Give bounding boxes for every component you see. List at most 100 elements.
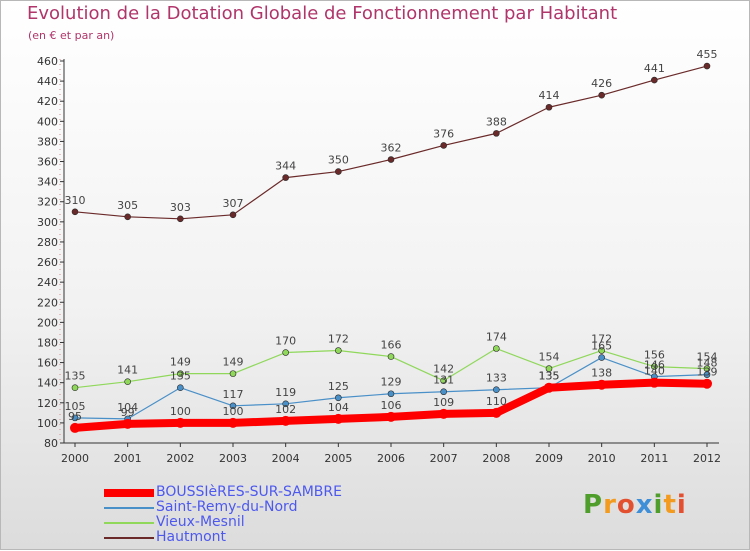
legend-swatch (104, 507, 154, 509)
data-label: 149 (223, 356, 244, 369)
data-point (703, 371, 711, 378)
x-tick-label: 2010 (588, 452, 616, 465)
y-tick-label: 340 (37, 176, 58, 189)
data-label: 133 (486, 372, 507, 385)
chart-title: Evolution de la Dotation Globale de Fonc… (27, 3, 618, 24)
data-point (282, 174, 289, 181)
y-tick-label: 400 (37, 115, 58, 128)
data-point (440, 388, 447, 396)
data-label: 110 (486, 395, 507, 408)
data-label: 135 (170, 370, 191, 383)
x-tick-label: 2003 (219, 452, 247, 465)
legend-label: Saint-Remy-du-Nord (156, 499, 298, 515)
data-label: 350 (328, 154, 349, 167)
legend-swatch (104, 489, 154, 497)
y-tick-label: 80 (44, 437, 58, 450)
data-point (438, 408, 449, 419)
data-point (493, 130, 500, 137)
y-tick-label: 120 (37, 397, 58, 410)
data-label: 119 (275, 386, 296, 399)
data-point (651, 76, 658, 84)
data-point (386, 411, 396, 422)
data-point (229, 370, 237, 377)
x-tick-label: 2007 (430, 452, 458, 465)
x-tick-label: 2001 (114, 452, 142, 465)
data-point (70, 422, 80, 433)
data-label: 426 (591, 77, 612, 90)
data-point (177, 384, 184, 392)
y-tick-label: 420 (37, 95, 58, 108)
data-label: 100 (223, 405, 244, 418)
chart-subtitle: (en € et par an) (28, 29, 115, 42)
data-point (491, 407, 502, 418)
data-label: 135 (539, 370, 560, 383)
data-point (280, 415, 291, 426)
legend-label: BOUSSIèRES-SUR-SAMBRE (156, 484, 342, 500)
y-tick-label: 220 (37, 296, 58, 309)
data-label: 344 (275, 160, 296, 173)
data-point (71, 414, 79, 422)
data-point (596, 379, 607, 390)
data-label: 99 (121, 406, 135, 419)
data-point (440, 377, 447, 384)
data-point (71, 384, 79, 392)
data-label: 100 (170, 405, 191, 418)
data-point (333, 413, 344, 424)
data-label: 141 (117, 364, 138, 377)
data-label: 166 (381, 339, 402, 352)
data-label: 455 (697, 48, 718, 61)
y-tick-label: 140 (37, 377, 58, 390)
x-tick-label: 2002 (166, 452, 194, 465)
data-point (545, 365, 553, 372)
data-label: 135 (539, 370, 560, 383)
data-label: 142 (433, 363, 454, 376)
data-label: 172 (591, 333, 612, 346)
data-label: 125 (328, 380, 349, 393)
data-point (387, 156, 395, 163)
data-label: 154 (539, 351, 560, 364)
data-label: 388 (486, 115, 507, 128)
data-point (71, 208, 79, 216)
logo-letter: t (663, 490, 677, 520)
y-tick-label: 240 (37, 276, 58, 289)
y-tick-label: 180 (37, 336, 58, 349)
data-point (228, 417, 238, 428)
data-label: 148 (697, 357, 718, 370)
data-point (229, 211, 237, 219)
x-tick-label: 2004 (272, 452, 300, 465)
data-point (229, 402, 237, 410)
data-label: 441 (644, 62, 665, 75)
data-point (702, 378, 712, 389)
data-label: 303 (170, 201, 191, 214)
data-label: 149 (170, 356, 191, 369)
data-point (282, 400, 289, 408)
data-point (175, 417, 186, 428)
y-tick-label: 360 (37, 156, 58, 169)
data-point (335, 394, 342, 402)
data-label: 362 (381, 142, 402, 155)
data-point (598, 347, 605, 354)
data-label: 170 (275, 335, 296, 348)
data-point (598, 91, 605, 99)
x-tick-label: 2009 (535, 452, 563, 465)
data-label: 174 (486, 331, 507, 344)
data-label: 172 (328, 333, 349, 346)
data-point (493, 386, 500, 394)
data-point (440, 142, 447, 149)
data-label: 140 (644, 365, 665, 378)
data-point (387, 390, 395, 398)
x-tick-label: 2008 (482, 452, 510, 465)
logo-letter: o (616, 490, 636, 520)
y-tick-label: 440 (37, 75, 58, 88)
data-point (282, 349, 289, 356)
data-label: 109 (433, 396, 454, 409)
y-tick-label: 380 (37, 135, 58, 148)
legend-swatch (104, 522, 154, 524)
data-point (124, 378, 131, 385)
y-tick-label: 280 (37, 236, 58, 249)
logo-letter: i (676, 490, 687, 520)
data-label: 154 (697, 351, 718, 364)
x-tick-label: 2011 (640, 452, 668, 465)
y-tick-label: 300 (37, 216, 58, 229)
